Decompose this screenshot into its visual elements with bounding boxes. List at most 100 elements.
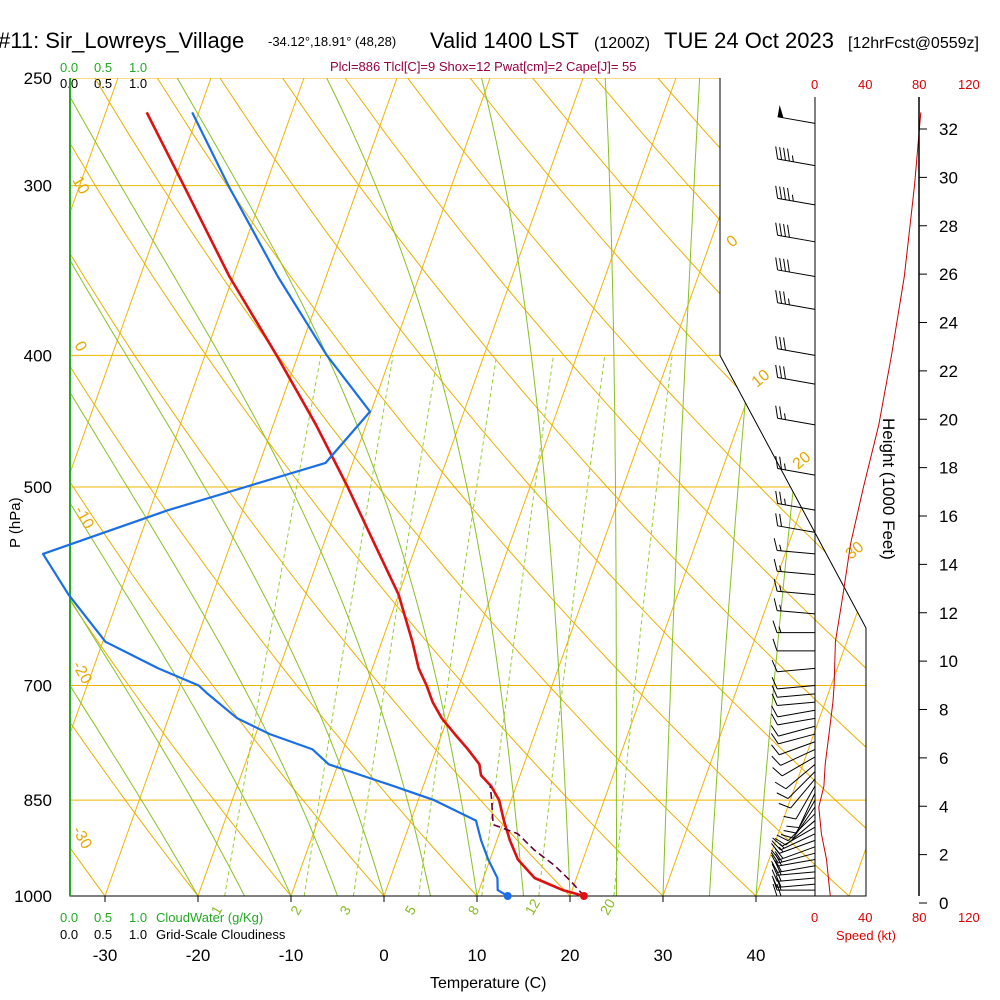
- wind-barb-feather: [783, 258, 786, 272]
- surface-temperature-marker: [579, 892, 588, 900]
- wind-barb-feather: [771, 840, 781, 851]
- isotherm-label: 30: [843, 539, 868, 564]
- x-tick-label: 10: [468, 946, 487, 965]
- height-tick-label: 24: [939, 314, 958, 333]
- mixing-ratio-line: [303, 355, 394, 896]
- isotherm-label: 10: [749, 367, 774, 392]
- cloudwater-label: CloudWater (g/Kg): [156, 910, 263, 925]
- wind-barb-staff: [777, 158, 816, 167]
- isotherm-line: [70, 78, 212, 896]
- wind-barb-half-feather: [784, 498, 786, 506]
- wind-barb-feather: [771, 863, 778, 876]
- wind-barb: [775, 455, 816, 476]
- moist-adiabat-line: [70, 78, 385, 896]
- wind-barb-staff: [777, 883, 816, 888]
- wind-barb: [776, 813, 816, 842]
- dry-adiabat-line: [0, 78, 12, 896]
- wind-barb-half-feather: [787, 298, 790, 305]
- wind-barb: [770, 725, 816, 737]
- wind-barb-half-feather: [779, 565, 782, 572]
- y-axis-title: P (hPa): [7, 497, 24, 548]
- isotherm-label: 0: [724, 232, 742, 251]
- wind-barb: [774, 763, 816, 790]
- zulu-time: (1200Z): [594, 35, 650, 52]
- moist-adiabat-line: [70, 78, 245, 896]
- wind-barb: [771, 685, 816, 698]
- wind-barb: [774, 820, 816, 846]
- height-tick-label: 12: [939, 604, 958, 623]
- wind-barb-feather: [774, 851, 783, 863]
- wind-barb-feather: [775, 364, 779, 378]
- wind-barb-staff: [777, 377, 816, 385]
- wind-speed-panel: [814, 97, 922, 897]
- wind-barb-feather: [771, 713, 779, 726]
- wind-barb: [771, 693, 816, 706]
- wind-barb: [775, 405, 816, 426]
- cw-top-black-2: 1.0: [129, 76, 147, 91]
- height-tick-label: 22: [939, 362, 958, 381]
- wind-barb: [775, 490, 816, 511]
- wind-barb: [771, 677, 816, 690]
- wind-barb-staff: [778, 733, 816, 745]
- wind-barb-staff: [777, 865, 816, 873]
- isotherm-label: 20: [790, 449, 815, 474]
- wind-barb-feather: [771, 755, 781, 766]
- mixing-ratio-label: 12: [522, 896, 544, 918]
- speed-bottom-2: 80: [912, 910, 926, 925]
- wind-barb-feather: [771, 854, 779, 867]
- wind-barb: [770, 851, 816, 864]
- height-tick-label: 32: [939, 120, 958, 139]
- wind-barb-feather: [776, 792, 789, 799]
- wind-barb-feather: [775, 513, 779, 526]
- wind-barb-staff: [778, 725, 816, 737]
- wind-barb-feather: [779, 406, 783, 420]
- mixing-ratio-line: [224, 355, 322, 896]
- pressure-tick-label: 500: [24, 478, 52, 497]
- wind-barb-feather: [779, 336, 783, 350]
- pressure-tick-label: 850: [24, 791, 52, 810]
- wind-barb-staff: [790, 778, 816, 809]
- wind-barb-feather: [773, 558, 778, 572]
- wind-barb-half-feather: [779, 585, 782, 592]
- wind-barb: [772, 638, 815, 652]
- wind-barb-staff: [787, 813, 816, 842]
- wind-barb-feather: [775, 185, 779, 199]
- dry-adiabat-line: [70, 78, 478, 896]
- wind-barb-feather: [771, 860, 779, 873]
- wind-barb-staff: [777, 234, 816, 243]
- wind-barb-feather: [778, 802, 791, 809]
- wind-barb-feather: [779, 365, 783, 379]
- moist-adiabat-line: [70, 78, 199, 896]
- wind-barb-staff: [777, 685, 816, 690]
- dry-adiabat-line: [845, 78, 866, 896]
- x-tick-label: -10: [279, 946, 304, 965]
- wind-barb-half-feather: [779, 544, 782, 552]
- wind-barb-staff: [798, 792, 816, 828]
- wind-barb: [777, 104, 816, 124]
- wind-speed-line: [818, 112, 922, 897]
- wind-barb: [775, 146, 816, 167]
- moist-adiabat-line: [326, 78, 524, 896]
- wind-barb-feather: [773, 578, 778, 592]
- wind-barb-staff: [792, 806, 816, 839]
- wind-barb-feather: [779, 223, 783, 236]
- wind-barb-staff: [778, 852, 816, 864]
- wind-barb-feather: [783, 366, 786, 379]
- wind-barb-feather: [783, 337, 786, 351]
- speed-top-0: 0: [811, 77, 818, 92]
- wind-barb-staff: [780, 748, 816, 766]
- mixing-ratio-line: [481, 355, 554, 896]
- wind-barb-feather: [771, 849, 780, 861]
- wind-barb-feather: [775, 490, 779, 504]
- height-tick-label: 4: [939, 797, 948, 816]
- wind-barb-feather: [771, 685, 778, 698]
- x-tick-label: 40: [747, 946, 766, 965]
- moist-adiabat-line: [70, 78, 292, 896]
- wind-barb-feather: [779, 290, 783, 304]
- height-tick-label: 6: [939, 749, 948, 768]
- dry-adiabat-line: [344, 78, 866, 896]
- wind-barb-staff: [777, 116, 816, 124]
- wind-barb-feather: [783, 187, 786, 200]
- wind-barb-feather: [783, 291, 786, 305]
